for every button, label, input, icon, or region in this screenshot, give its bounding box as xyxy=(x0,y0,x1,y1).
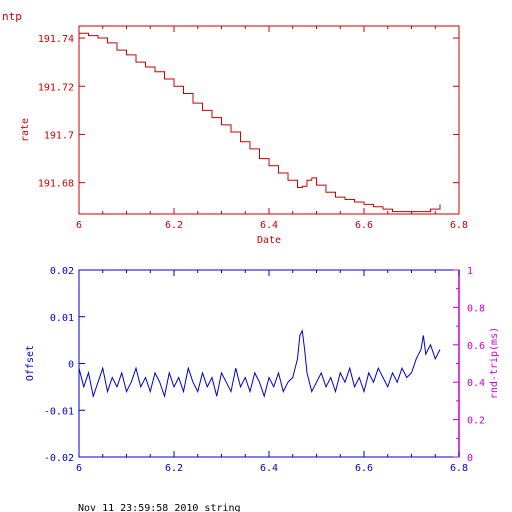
rate-y-axis-label: rate xyxy=(20,118,31,142)
y-tick-label: 191.68 xyxy=(38,179,74,190)
y-tick-label: 0.01 xyxy=(50,313,74,324)
y-tick-label: 0 xyxy=(68,360,74,371)
rate-series-line xyxy=(79,32,441,213)
offset-series-line xyxy=(78,329,441,399)
x-tick-label: 6 xyxy=(76,463,82,474)
y-tick-label: -0.01 xyxy=(44,406,74,417)
footer-timestamp: Nov 11 23:59:58 2010 string xyxy=(78,503,241,512)
x-tick-label: 6.8 xyxy=(450,463,468,474)
x-tick-label: 6.8 xyxy=(450,220,468,231)
offset-plot-frame xyxy=(78,269,460,458)
rnd-trip-y-axis-label: rnd-trip(ms) xyxy=(489,327,500,399)
y-tick-label: 191.74 xyxy=(38,34,74,45)
offset-panel: 6 6.2 6.4 6.6 6.8 0.02 0.01 0 -0.01 -0.02 1 0.8 0.… xyxy=(25,266,500,474)
x-tick-label: 6.4 xyxy=(260,220,278,231)
y2-tick-label: 1 xyxy=(467,266,473,277)
y-tick-label: 0.02 xyxy=(50,266,74,277)
y2-tick-label: 0.6 xyxy=(467,341,485,352)
x-tick-label: 6.2 xyxy=(165,463,183,474)
x-tick-label: 6.6 xyxy=(355,463,373,474)
offset-y-axis-label: Offset xyxy=(25,345,36,381)
rate-plot-frame xyxy=(78,25,460,215)
x-tick-label: 6.4 xyxy=(260,463,278,474)
y2-tick-label: 0 xyxy=(467,453,473,464)
x-tick-label: 6 xyxy=(76,220,82,231)
y-tick-label: 191.72 xyxy=(38,82,74,93)
rate-x-axis-label: Date xyxy=(257,235,281,246)
x-tick-label: 6.2 xyxy=(165,220,183,231)
rate-panel: 6 6.2 6.4 6.6 6.8 191.74 191.72 191.7 191.68 Da… xyxy=(20,25,468,246)
y-tick-label: -0.02 xyxy=(44,453,74,464)
x-tick-label: 6.6 xyxy=(355,220,373,231)
y2-tick-label: 0.4 xyxy=(467,378,485,389)
y2-tick-label: 0.2 xyxy=(467,416,485,427)
y2-tick-label: 0.8 xyxy=(467,303,485,314)
page-title: ntp xyxy=(2,10,22,23)
y-tick-label: 191.7 xyxy=(44,130,74,141)
